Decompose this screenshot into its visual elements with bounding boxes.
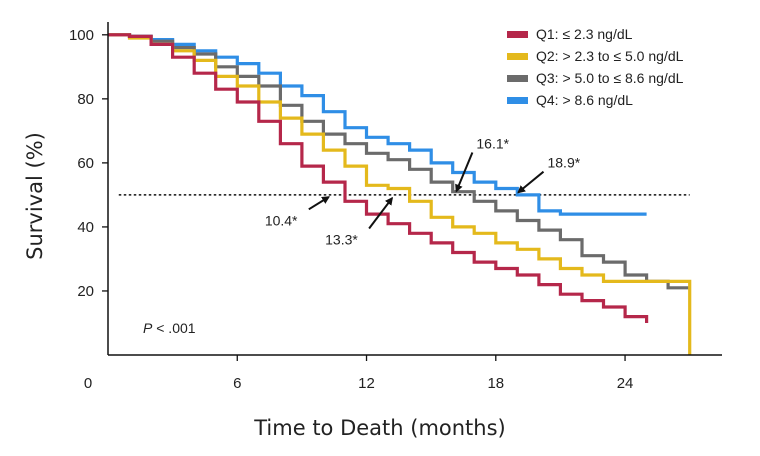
annotation-arrow [368,196,394,230]
legend-swatch [507,75,528,82]
legend-label: Q2: > 2.3 to ≤ 5.0 ng/dL [536,48,684,64]
annotation-arrow [308,196,330,211]
y-tick-label: 40 [77,219,94,236]
x-tick-label: 18 [487,375,504,392]
legend-label: Q4: > 8.6 ng/dL [536,92,633,108]
x-tick-label: 12 [358,375,375,392]
annotation-label: 18.9* [547,155,580,171]
x-tick-label: 24 [617,375,634,392]
y-axis-label: Survival (%) [23,132,47,260]
x-axis-label: Time to Death (months) [253,416,506,440]
annotation-label: 10.4* [265,212,298,228]
x-tick-label: 0 [84,375,92,392]
y-tick-label: 20 [77,283,94,300]
legend-swatch [507,31,528,38]
legend-label: Q3: > 5.0 to ≤ 8.6 ng/dL [536,70,684,86]
series-line-q1 [108,33,649,323]
legend-label: Q1: ≤ 2.3 ng/dL [536,26,633,42]
annotation-label: 16.1* [476,135,509,151]
y-tick-label: 100 [69,27,94,44]
p-value-label: P < .001 [143,320,196,336]
y-tick-label: 80 [77,91,94,108]
series-line-q3 [108,33,690,290]
x-tick-label: 6 [233,375,241,392]
legend-swatch [507,53,528,60]
annotation-label: 13.3* [325,232,358,248]
p-value-symbol: P [143,320,153,336]
y-tick-label: 60 [77,155,94,172]
p-value-threshold: < .001 [152,320,195,336]
legend-swatch [507,97,528,104]
annotation-arrow [517,170,545,194]
annotation-arrow [455,152,474,193]
series-line-q2 [108,33,692,355]
